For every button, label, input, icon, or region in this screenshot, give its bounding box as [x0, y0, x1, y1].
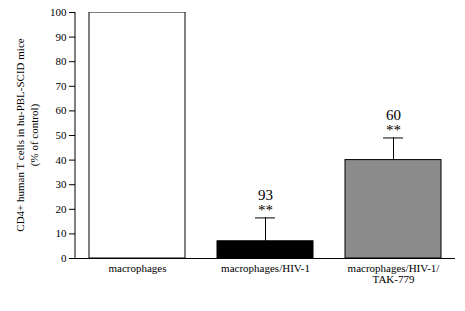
svg-text:macrophages: macrophages: [108, 262, 166, 274]
svg-text:20: 20: [56, 203, 68, 215]
svg-text:100: 100: [50, 6, 67, 18]
svg-text:80: 80: [56, 55, 68, 67]
svg-text:0: 0: [61, 252, 67, 264]
svg-text:93**: 93**: [258, 187, 273, 218]
svg-text:10: 10: [56, 227, 68, 239]
svg-text:50: 50: [56, 129, 68, 141]
svg-text:CD4+ human T cells in hu-PBL-S: CD4+ human T cells in hu-PBL-SCID mice(%…: [14, 38, 41, 232]
svg-text:macrophages/HIV-1: macrophages/HIV-1: [221, 262, 310, 274]
svg-text:30: 30: [56, 178, 68, 190]
svg-text:macrophages/HIV-1/TAK-779: macrophages/HIV-1/TAK-779: [348, 262, 441, 285]
svg-text:70: 70: [56, 80, 68, 92]
svg-text:90: 90: [56, 31, 68, 43]
svg-text:60**: 60**: [386, 107, 401, 138]
svg-text:60: 60: [56, 104, 68, 116]
svg-text:40: 40: [56, 154, 68, 166]
